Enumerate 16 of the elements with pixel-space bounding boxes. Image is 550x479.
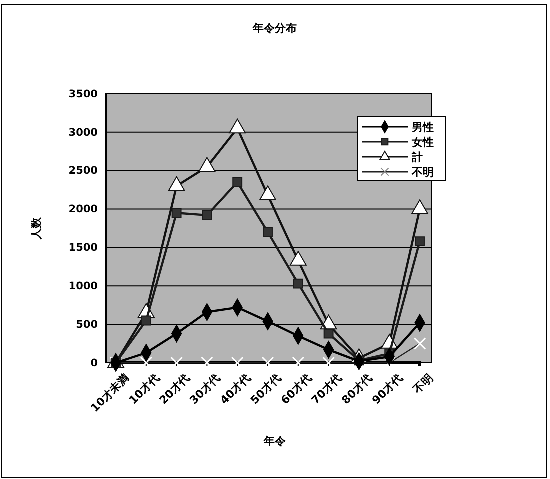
y-tick-label: 2500 [68,165,98,178]
chart-title: 年令分布 [252,22,297,35]
legend-label: 女性 [411,136,434,149]
y-tick-label: 500 [76,318,98,331]
y-axis-title: 人数 [30,216,43,240]
x-tick-label: 不明 [410,372,436,398]
y-tick-label: 2000 [68,204,98,216]
y-tick-label: 0 [90,357,98,370]
y-tick-label: 1000 [68,280,98,293]
y-tick-label: 3500 [68,88,98,100]
y-tick-label: 1500 [68,242,98,254]
legend-label: 男性 [411,121,434,134]
legend-label: 計 [411,151,423,164]
legend-label: 不明 [411,166,434,179]
x-axis-title: 年令 [263,435,287,448]
y-tick-label: 3000 [68,126,98,139]
